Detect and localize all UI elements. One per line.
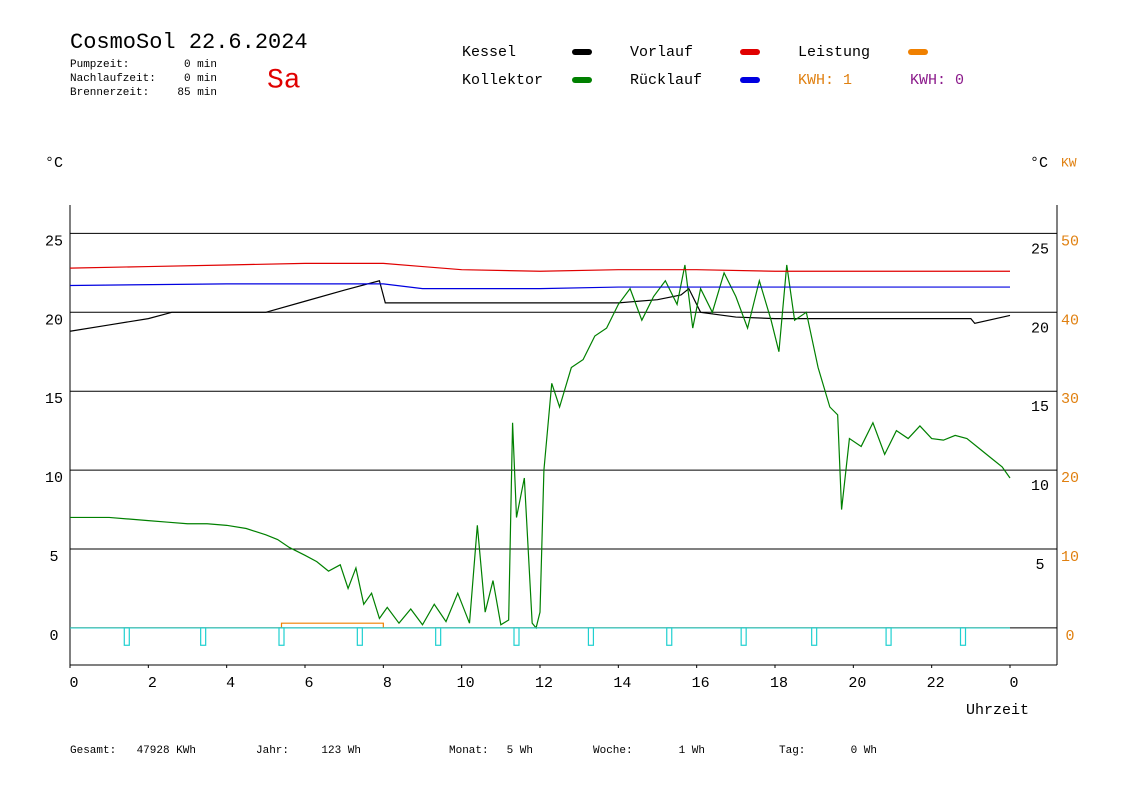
legend-swatch xyxy=(908,49,928,55)
legend-label: Kollektor xyxy=(462,72,543,89)
x-tick-label: 8 xyxy=(383,675,392,692)
x-tick-label: 0 xyxy=(1009,675,1018,692)
x-tick-label: 4 xyxy=(226,675,235,692)
legend-label: Vorlauf xyxy=(630,44,693,61)
pulse xyxy=(356,627,363,646)
legend-swatch xyxy=(572,49,592,55)
footer-label: Jahr: xyxy=(256,745,289,757)
legend-label: Rücklauf xyxy=(630,72,702,89)
stat-label: Brennerzeit: xyxy=(70,87,149,99)
x-tick-label: 12 xyxy=(535,675,553,692)
series-line xyxy=(69,262,1010,272)
kwh-label: KWH: 1 xyxy=(798,72,852,89)
pulse xyxy=(740,627,747,646)
y-axis-label: °C xyxy=(45,155,63,172)
legend-swatch xyxy=(740,77,760,83)
x-tick-label: 2 xyxy=(148,675,157,692)
y2-tick-label: 10 xyxy=(1061,549,1079,566)
x-tick-label: 6 xyxy=(304,675,313,692)
y-tick-label: 20 xyxy=(45,312,63,329)
x-tick-label: 20 xyxy=(848,675,866,692)
x-axis-label: Uhrzeit xyxy=(966,702,1029,719)
footer-value: 5 Wh xyxy=(507,745,533,757)
x-tick-label: 14 xyxy=(613,675,631,692)
footer-value: 1 Wh xyxy=(679,745,705,757)
footer-label: Gesamt: xyxy=(70,745,116,757)
y2-tick-label: 40 xyxy=(1061,312,1079,329)
x-tick-label: 18 xyxy=(770,675,788,692)
y-tick-label: 15 xyxy=(45,391,63,408)
right-tick-label: 10 xyxy=(1031,478,1049,495)
day-label: Sa xyxy=(267,65,301,96)
pulse xyxy=(200,627,207,646)
y2-tick-label: 0 xyxy=(1065,628,1074,645)
right-tick-label: 5 xyxy=(1035,557,1044,574)
y-tick-label: 0 xyxy=(49,628,58,645)
y-tick-label: 25 xyxy=(45,233,63,250)
right-axis-label: °C xyxy=(1030,155,1048,172)
y-tick-label: 5 xyxy=(49,549,58,566)
series-line xyxy=(69,280,1011,332)
y2-tick-label: 30 xyxy=(1061,391,1079,408)
pulse xyxy=(811,627,818,646)
x-tick-label: 0 xyxy=(69,675,78,692)
pulse xyxy=(587,627,595,646)
stat-value: 0 min xyxy=(184,73,217,85)
series-line xyxy=(70,264,1011,630)
right-tick-label: 15 xyxy=(1031,399,1049,416)
y2-axis-label: KW xyxy=(1061,155,1077,170)
y-tick-label: 10 xyxy=(45,470,63,487)
legend-swatch xyxy=(740,49,760,55)
footer-value: 123 Wh xyxy=(321,745,361,757)
footer-value: 47928 KWh xyxy=(137,745,196,757)
y2-tick-label: 50 xyxy=(1061,233,1079,250)
stat-value: 0 min xyxy=(184,59,217,71)
footer-label: Monat: xyxy=(449,745,489,757)
x-tick-label: 10 xyxy=(457,675,475,692)
pulse xyxy=(959,627,967,646)
legend-swatch xyxy=(572,77,592,83)
kwh-label: KWH: 0 xyxy=(910,72,964,89)
footer-label: Tag: xyxy=(779,745,805,757)
footer-value: 0 Wh xyxy=(851,745,877,757)
legend-label: Leistung xyxy=(798,44,870,61)
right-tick-label: 25 xyxy=(1031,241,1049,258)
stat-value: 85 min xyxy=(177,87,217,99)
footer-label: Woche: xyxy=(593,745,633,757)
right-tick-label: 20 xyxy=(1031,320,1049,337)
chart-title: CosmoSol 22.6.2024 xyxy=(70,30,308,55)
x-tick-label: 22 xyxy=(927,675,945,692)
y2-tick-label: 20 xyxy=(1061,470,1079,487)
pulse xyxy=(885,627,892,646)
pulse xyxy=(123,627,130,646)
x-tick-label: 16 xyxy=(692,675,710,692)
pulse xyxy=(666,627,673,646)
legend-label: Kessel xyxy=(462,44,516,61)
pulse xyxy=(435,627,442,646)
stat-label: Nachlaufzeit: xyxy=(70,73,156,85)
stat-label: Pumpzeit: xyxy=(70,59,129,71)
series-line xyxy=(69,283,1010,290)
pulse xyxy=(278,627,285,646)
pulse xyxy=(513,627,520,646)
